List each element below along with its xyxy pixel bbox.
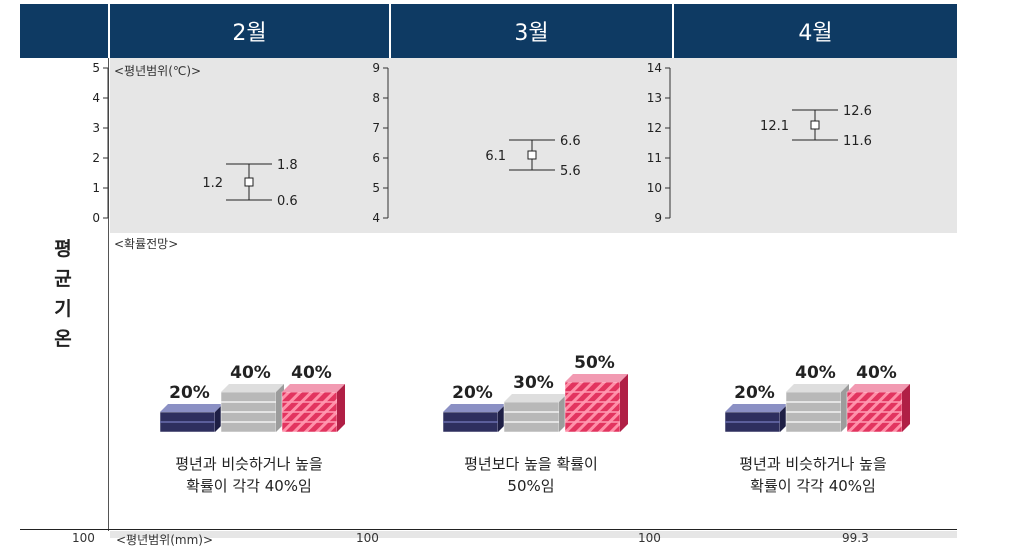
desc-feb-line2: 확률이 각각 40%임 <box>186 477 312 495</box>
range-tick-label: 9 <box>654 211 662 225</box>
range-tick-label: 0 <box>92 211 100 225</box>
desc-mar-line2: 50%임 <box>507 477 555 495</box>
prob-block-top <box>786 384 849 392</box>
range-tick-label: 3 <box>92 121 100 135</box>
range-section-label: <평년범위(℃)> <box>114 64 202 78</box>
prob-block-above <box>564 381 621 433</box>
prob-percent-label: 40% <box>291 363 332 383</box>
side-label-avg-temp: 평 균 기 온 <box>54 238 72 350</box>
desc-mar: 평년보다 높을 확률이 50%임 <box>390 453 672 497</box>
prob-percent-label: 20% <box>452 383 493 403</box>
prob-percent-label: 20% <box>734 383 775 403</box>
prob-percent-label: 40% <box>856 363 897 383</box>
range-tick-label: 6 <box>372 151 380 165</box>
errorbar-high-label: 6.6 <box>560 134 581 149</box>
errorbar-low-label: 5.6 <box>560 164 581 179</box>
errorbar-mean-marker <box>244 177 254 187</box>
left-divider <box>108 58 109 531</box>
prob-percent-label: 40% <box>795 363 836 383</box>
prob-percent-label: 50% <box>574 353 615 373</box>
prob-block-top <box>504 394 567 402</box>
desc-apr: 평년과 비슷하거나 높을 확률이 각각 40%임 <box>672 453 954 497</box>
prob-block-similar <box>503 401 560 433</box>
range-tick-label: 7 <box>372 121 380 135</box>
prob-percent-label: 20% <box>169 383 210 403</box>
desc-apr-line2: 확률이 각각 40%임 <box>750 477 876 495</box>
prob-block-side <box>337 384 345 432</box>
range-tick-label: 11 <box>647 151 662 165</box>
errorbar-high-label: 1.8 <box>277 158 298 173</box>
prob-section-label: <확률전망> <box>114 237 179 251</box>
range-tick-label: 4 <box>372 211 380 225</box>
errorbar-low-label: 11.6 <box>843 134 872 149</box>
desc-feb: 평년과 비슷하거나 높을 확률이 각각 40%임 <box>108 453 390 497</box>
range-tick-label: 13 <box>647 91 662 105</box>
header-corner <box>20 4 108 58</box>
range-tick-label: 9 <box>372 61 380 75</box>
range-tick-label: 1 <box>92 181 100 195</box>
cut-tick-1: 100 <box>72 531 95 545</box>
range-tick-label: 5 <box>372 181 380 195</box>
cut-section-label: <평년범위(mm)> <box>116 533 214 547</box>
cut-tick-2: 100 <box>356 531 379 545</box>
prob-block-top <box>160 404 223 412</box>
errorbar-high-label: 12.6 <box>843 104 872 119</box>
range-tick-label: 8 <box>372 91 380 105</box>
prob-block-top <box>282 384 345 392</box>
range-tick-label: 2 <box>92 151 100 165</box>
bottom-divider <box>20 529 957 530</box>
prob-block-top <box>725 404 788 412</box>
prob-percent-label: 40% <box>230 363 271 383</box>
month-header-apr: 4월 <box>674 4 957 58</box>
errorbar-mean-label: 6.1 <box>485 149 506 164</box>
desc-mar-line1: 평년보다 높을 확률이 <box>464 455 598 473</box>
prob-percent-label: 30% <box>513 373 554 393</box>
errorbar-low-label: 0.6 <box>277 194 298 209</box>
range-tick-label: 12 <box>647 121 662 135</box>
prob-block-top <box>443 404 506 412</box>
prob-block-top <box>847 384 910 392</box>
range-tick-label: 4 <box>92 91 100 105</box>
errorbar-mean-marker <box>810 120 820 130</box>
desc-feb-line1: 평년과 비슷하거나 높을 <box>175 455 323 473</box>
month-header-mar: 3월 <box>391 4 672 58</box>
errorbar-mean-label: 12.1 <box>760 119 789 134</box>
range-tick-label: 10 <box>647 181 662 195</box>
prob-block-top <box>221 384 284 392</box>
errorbar-mean-label: 1.2 <box>202 176 223 191</box>
range-tick-label: 5 <box>92 61 100 75</box>
desc-apr-line1: 평년과 비슷하거나 높을 <box>739 455 887 473</box>
prob-block-side <box>620 374 628 432</box>
cut-tick-3: 100 <box>638 531 661 545</box>
prob-block-side <box>902 384 910 432</box>
month-header-feb: 2월 <box>110 4 389 58</box>
range-charts: 0123451.21.80.64567896.16.65.69101112131… <box>92 61 872 225</box>
range-panel <box>110 58 957 233</box>
prob-block-top <box>565 374 628 382</box>
errorbar-mean-marker <box>527 150 537 160</box>
range-tick-label: 14 <box>647 61 662 75</box>
cut-value: 99.3 <box>842 531 869 545</box>
next-panel <box>110 531 957 538</box>
